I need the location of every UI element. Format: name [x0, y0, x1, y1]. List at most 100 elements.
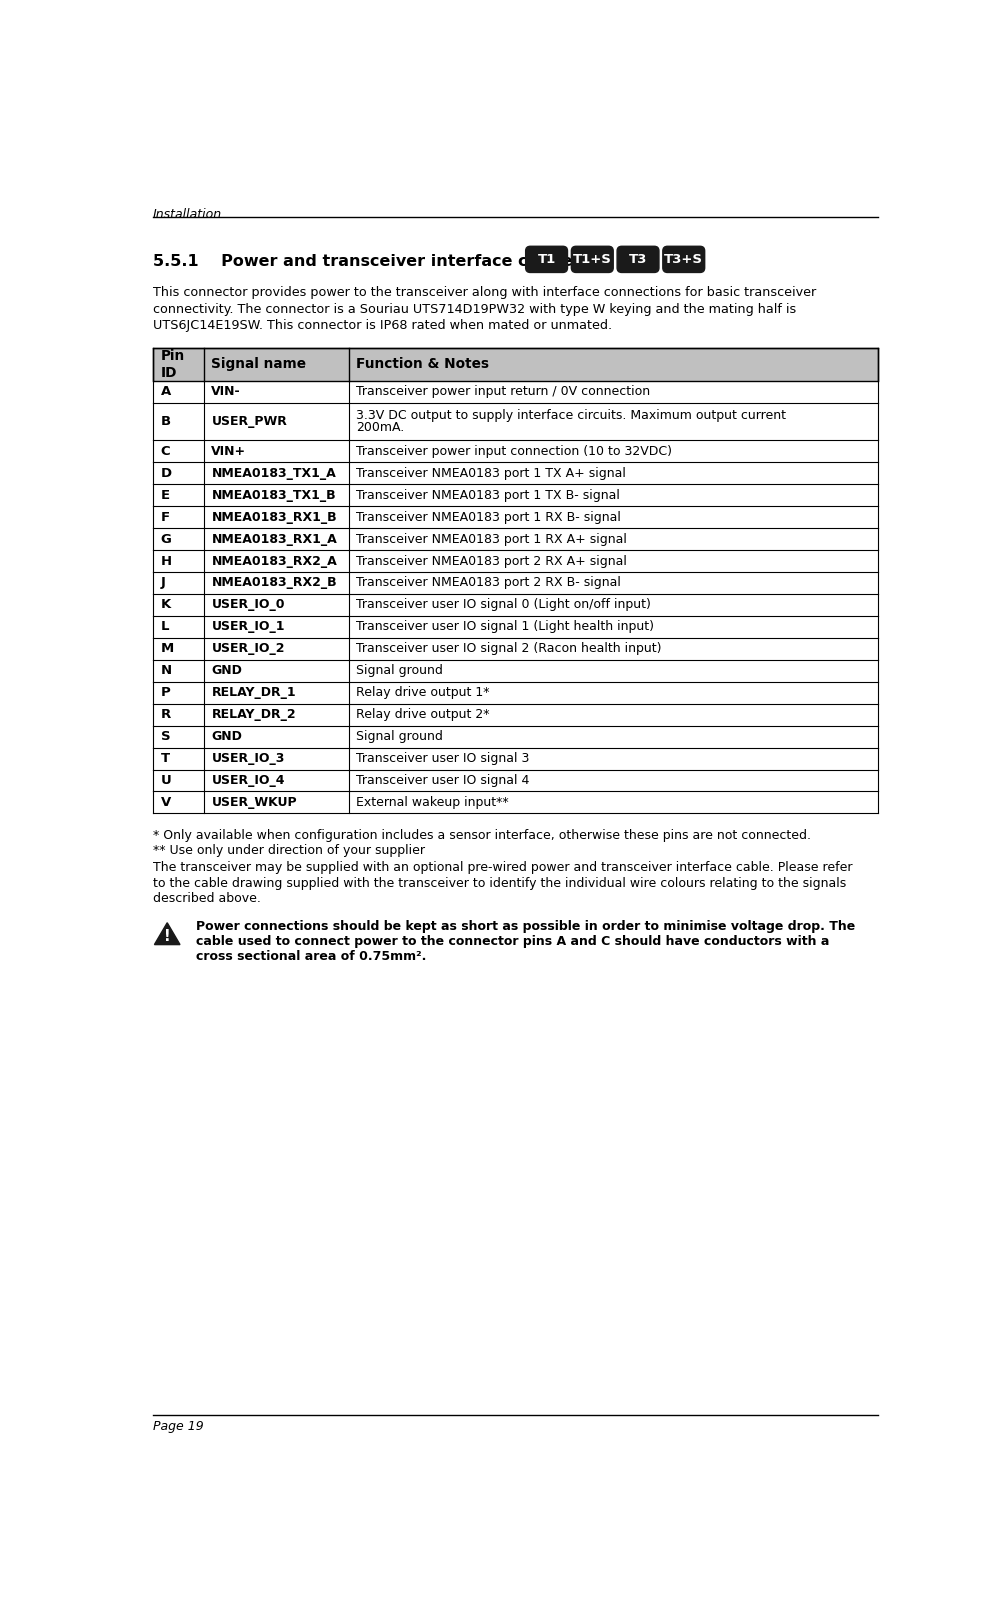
Text: Power connections should be kept as short as possible in order to minimise volta: Power connections should be kept as shor… [195, 920, 855, 932]
Bar [153, 682, 878, 703]
Text: Transceiver power input connection (10 to 32VDC): Transceiver power input connection (10 t… [356, 444, 672, 457]
Bar [153, 659, 878, 682]
Bar [153, 506, 878, 528]
Bar [153, 402, 878, 440]
Text: 200mA.: 200mA. [356, 422, 404, 435]
Text: connectivity. The connector is a Souriau UTS714D19PW32 with type W keying and th: connectivity. The connector is a Souriau… [153, 302, 796, 315]
Text: Relay drive output 2*: Relay drive output 2* [356, 708, 490, 721]
Text: USER_PWR: USER_PWR [211, 415, 288, 428]
Text: T: T [161, 751, 170, 764]
Text: USER_IO_3: USER_IO_3 [211, 751, 285, 764]
Text: USER_IO_2: USER_IO_2 [211, 642, 285, 656]
Text: T3: T3 [629, 252, 647, 267]
Text: * Only available when configuration includes a sensor interface, otherwise these: * Only available when configuration incl… [153, 829, 811, 842]
Bar [153, 616, 878, 638]
Bar [153, 349, 878, 381]
Text: RELAY_DR_2: RELAY_DR_2 [211, 708, 296, 721]
Text: Transceiver NMEA0183 port 1 RX A+ signal: Transceiver NMEA0183 port 1 RX A+ signal [356, 533, 628, 546]
Text: to the cable drawing supplied with the transceiver to identify the individual wi: to the cable drawing supplied with the t… [153, 876, 846, 889]
Text: GND: GND [211, 664, 242, 677]
Text: T3+S: T3+S [664, 252, 703, 267]
Bar [153, 462, 878, 485]
Text: 3.3V DC output to supply interface circuits. Maximum output current: 3.3V DC output to supply interface circu… [356, 409, 787, 422]
Text: Transceiver NMEA0183 port 1 TX B- signal: Transceiver NMEA0183 port 1 TX B- signal [356, 488, 621, 501]
Text: Transceiver user IO signal 4: Transceiver user IO signal 4 [356, 774, 530, 787]
Bar [153, 748, 878, 769]
Text: USER_IO_4: USER_IO_4 [211, 774, 285, 787]
Text: E: E [161, 488, 170, 501]
Text: Transceiver user IO signal 3: Transceiver user IO signal 3 [356, 751, 530, 764]
Text: NMEA0183_TX1_A: NMEA0183_TX1_A [211, 467, 336, 480]
Text: VIN-: VIN- [211, 385, 241, 398]
Text: Relay drive output 1*: Relay drive output 1* [356, 687, 490, 700]
Text: Transceiver NMEA0183 port 1 RX B- signal: Transceiver NMEA0183 port 1 RX B- signal [356, 511, 622, 524]
Bar [153, 595, 878, 616]
Text: NMEA0183_RX2_B: NMEA0183_RX2_B [211, 577, 337, 590]
Text: S: S [161, 730, 170, 743]
Text: This connector provides power to the transceiver along with interface connection: This connector provides power to the tra… [153, 286, 816, 299]
FancyBboxPatch shape [571, 246, 614, 273]
Polygon shape [155, 923, 180, 945]
Text: !: ! [164, 929, 171, 944]
Text: cross sectional area of 0.75mm².: cross sectional area of 0.75mm². [195, 950, 426, 963]
Text: T1+S: T1+S [572, 252, 612, 267]
Text: UTS6JC14E19SW. This connector is IP68 rated when mated or unmated.: UTS6JC14E19SW. This connector is IP68 ra… [153, 320, 612, 333]
Text: P: P [161, 687, 170, 700]
Text: L: L [161, 621, 169, 633]
Text: U: U [161, 774, 171, 787]
Bar [153, 726, 878, 748]
Text: Function & Notes: Function & Notes [356, 357, 490, 372]
Text: USER_IO_1: USER_IO_1 [211, 621, 285, 633]
Text: K: K [161, 598, 171, 611]
Text: Transceiver user IO signal 0 (Light on/off input): Transceiver user IO signal 0 (Light on/o… [356, 598, 651, 611]
Text: ** Use only under direction of your supplier: ** Use only under direction of your supp… [153, 844, 425, 856]
Text: NMEA0183_RX2_A: NMEA0183_RX2_A [211, 554, 337, 567]
Text: 5.5.1    Power and transceiver interface connector: 5.5.1 Power and transceiver interface co… [153, 254, 609, 268]
Text: NMEA0183_RX1_B: NMEA0183_RX1_B [211, 511, 337, 524]
Text: NMEA0183_TX1_B: NMEA0183_TX1_B [211, 488, 336, 501]
Bar [153, 440, 878, 462]
Text: J: J [161, 577, 166, 590]
Text: C: C [161, 444, 170, 457]
Text: B: B [161, 415, 171, 428]
Text: Transceiver power input return / 0V connection: Transceiver power input return / 0V conn… [356, 385, 651, 398]
Bar [153, 381, 878, 402]
Text: USER_IO_0: USER_IO_0 [211, 598, 285, 611]
Text: Signal ground: Signal ground [356, 664, 444, 677]
Text: D: D [161, 467, 172, 480]
Bar [153, 528, 878, 549]
Text: F: F [161, 511, 170, 524]
Text: Transceiver user IO signal 2 (Racon health input): Transceiver user IO signal 2 (Racon heal… [356, 642, 662, 656]
Bar [153, 485, 878, 506]
Text: Transceiver NMEA0183 port 2 RX A+ signal: Transceiver NMEA0183 port 2 RX A+ signal [356, 554, 628, 567]
Text: GND: GND [211, 730, 242, 743]
Text: T1: T1 [537, 252, 555, 267]
Text: R: R [161, 708, 171, 721]
Text: Signal name: Signal name [211, 357, 307, 372]
Text: Transceiver NMEA0183 port 2 RX B- signal: Transceiver NMEA0183 port 2 RX B- signal [356, 577, 622, 590]
Text: Signal ground: Signal ground [356, 730, 444, 743]
Bar [153, 549, 878, 572]
Bar [153, 572, 878, 595]
Text: VIN+: VIN+ [211, 444, 246, 457]
Text: A: A [161, 385, 171, 398]
Text: NMEA0183_RX1_A: NMEA0183_RX1_A [211, 533, 337, 546]
Text: Page 19: Page 19 [153, 1420, 203, 1433]
FancyBboxPatch shape [526, 246, 567, 273]
Text: The transceiver may be supplied with an optional pre-wired power and transceiver: The transceiver may be supplied with an … [153, 861, 852, 874]
Text: V: V [161, 797, 171, 810]
Text: USER_WKUP: USER_WKUP [211, 797, 297, 810]
Bar [153, 703, 878, 726]
Text: External wakeup input**: External wakeup input** [356, 797, 509, 810]
Text: M: M [161, 642, 174, 656]
Text: N: N [161, 664, 172, 677]
Text: Pin
ID: Pin ID [161, 349, 185, 380]
Text: cable used to connect power to the connector pins A and C should have conductors: cable used to connect power to the conne… [195, 936, 829, 949]
Text: Transceiver NMEA0183 port 1 TX A+ signal: Transceiver NMEA0183 port 1 TX A+ signal [356, 467, 627, 480]
Text: H: H [161, 554, 172, 567]
Bar [153, 769, 878, 792]
Text: Installation: Installation [153, 208, 222, 221]
FancyBboxPatch shape [663, 246, 704, 273]
Text: RELAY_DR_1: RELAY_DR_1 [211, 687, 296, 700]
Bar [153, 638, 878, 659]
